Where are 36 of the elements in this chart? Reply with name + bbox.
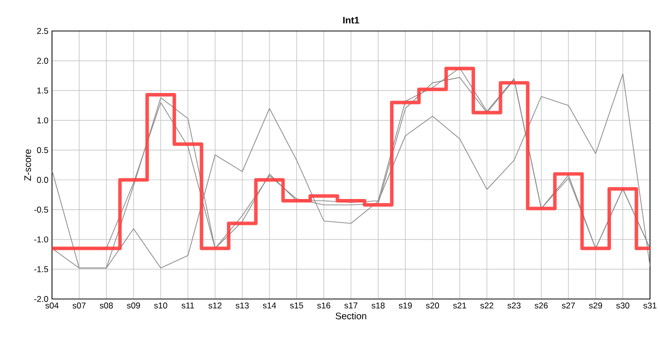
y-tick-label: -1.0 — [34, 236, 48, 242]
x-tick-label: s26 — [534, 302, 548, 309]
x-tick-label: s11 — [182, 302, 194, 308]
x-tick-label: s21 — [453, 302, 466, 309]
x-tick-label: s23 — [508, 302, 521, 309]
x-tick-label: s13 — [236, 302, 249, 309]
x-tick-label: s08 — [100, 302, 113, 309]
y-tick-label: 2.5 — [37, 28, 48, 34]
x-tick-label: s10 — [154, 302, 168, 309]
y-axis-title: Z-score — [24, 149, 32, 181]
x-tick-label: s14 — [262, 302, 276, 308]
y-tick-label: 1.5 — [37, 88, 48, 94]
x-tick-label: s19 — [398, 302, 412, 309]
x-tick-label: s07 — [72, 302, 86, 309]
y-tick-label: 0.5 — [37, 147, 48, 154]
x-tick-label: s22 — [480, 302, 494, 309]
x-tick-label: s04 — [45, 302, 59, 309]
chart-title: Int1 — [343, 16, 360, 24]
y-tick-label: -0.5 — [34, 206, 48, 213]
x-tick-label: s16 — [317, 302, 330, 309]
x-axis-title: Section — [336, 312, 366, 320]
y-tick-label: 2.0 — [37, 58, 48, 64]
x-tick-label: s09 — [126, 302, 140, 309]
y-tick-label: -2.0 — [34, 296, 48, 302]
x-tick-label: s17 — [344, 302, 358, 308]
y-tick-label: -1.5 — [34, 266, 48, 272]
y-tick-label: 1.0 — [37, 117, 48, 124]
x-tick-label: s12 — [208, 302, 222, 309]
x-tick-label: s29 — [589, 302, 602, 309]
x-tick-label: s27 — [562, 302, 575, 309]
x-tick-label: s15 — [290, 302, 304, 308]
x-tick-label: s31 — [643, 302, 656, 309]
x-tick-label: s20 — [426, 302, 440, 309]
x-tick-label: s30 — [616, 302, 630, 309]
x-tick-label: s18 — [372, 302, 385, 309]
y-tick-label: 0.0 — [37, 176, 48, 183]
